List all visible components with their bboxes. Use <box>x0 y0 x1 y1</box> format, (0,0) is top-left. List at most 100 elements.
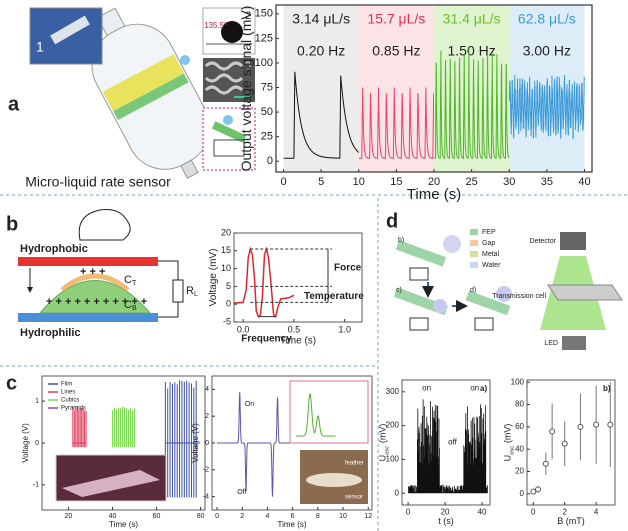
point <box>549 428 556 435</box>
chart-tag: b) <box>603 384 611 393</box>
point <box>535 486 541 493</box>
axis-label: Time (s) <box>277 520 306 529</box>
axis-label: t (s) <box>438 516 454 526</box>
subscript: T <box>132 280 137 287</box>
signal-trace <box>508 74 585 140</box>
optical-setup <box>540 232 623 350</box>
y-tick-label: 0 <box>35 440 39 447</box>
y-tick-label: 300 <box>386 387 400 396</box>
x-tick-label: 20 <box>65 513 73 520</box>
axis-label: Time (s) <box>407 186 461 203</box>
x-tick-label: 2 <box>562 507 567 516</box>
unit: (mV) <box>378 424 388 444</box>
annotation: Force <box>334 262 362 273</box>
point <box>530 488 537 495</box>
x-tick-label: 40 <box>578 176 590 188</box>
annotation: Off <box>237 489 246 496</box>
x-tick-label: 15 <box>390 176 402 188</box>
legend-label: Gap <box>482 240 495 247</box>
y-tick-label: 60 <box>515 422 524 431</box>
axis-label: Voltage (mV) <box>208 249 219 307</box>
x-tick-label: 2 <box>240 513 244 520</box>
legend-label: Pyramids <box>61 406 86 412</box>
x-tick-label: 35 <box>541 176 553 188</box>
legend-swatch <box>470 251 478 257</box>
resistor <box>172 279 184 303</box>
axis-label: Time (s) <box>280 336 316 347</box>
x-tick-label: 25 <box>465 176 477 188</box>
frequency-label: 0.85 Hz <box>372 43 420 59</box>
setup-label: Transmission cell <box>492 293 546 300</box>
x-tick-label: 80 <box>197 513 205 520</box>
texture <box>204 61 244 95</box>
wire <box>158 302 179 318</box>
y-tick-label: 200 <box>386 421 400 430</box>
inset-number: 1 <box>36 39 44 55</box>
x-tick-label: 0 <box>280 176 286 188</box>
layer-label: Hydrophilic <box>20 327 81 339</box>
y-tick-label: 20 <box>515 467 524 476</box>
band <box>102 54 184 112</box>
y-tick-label: 0 <box>226 299 231 309</box>
y-tick-label: -5 <box>223 316 231 326</box>
axis-label: Voltage (V) <box>191 423 200 463</box>
step-label: c) <box>396 287 402 294</box>
point <box>542 460 549 467</box>
annotation: off <box>448 438 458 447</box>
point <box>607 421 614 428</box>
x-tick-label: 20 <box>428 176 440 188</box>
capacitance-label: CT <box>124 274 137 287</box>
drop-image <box>221 21 243 43</box>
y-tick-label: 5 <box>226 281 231 291</box>
y-tick-label: 50 <box>261 106 273 118</box>
annotation: Temperature <box>304 291 364 302</box>
bottle <box>91 7 211 179</box>
band <box>113 73 189 120</box>
x-tick-label: 0 <box>406 507 411 516</box>
droplet-shade <box>60 273 130 292</box>
droplet <box>496 286 512 302</box>
y-tick-label: 100 <box>255 57 273 69</box>
bottom-layer <box>18 313 158 322</box>
top-layer <box>18 257 158 266</box>
droplet <box>223 115 233 125</box>
droplet <box>180 55 190 65</box>
symbol: C <box>124 274 132 286</box>
layer <box>211 121 247 143</box>
inset-number: 3 <box>245 60 251 72</box>
x-tick-label: 6 <box>291 513 295 520</box>
y-tick-label: 1 <box>35 398 39 405</box>
y-tick-label: 25 <box>261 131 273 143</box>
plate <box>465 290 511 316</box>
x-tick-label: 60 <box>153 513 161 520</box>
legend-label: Film <box>61 382 72 388</box>
x-tick-label: 5 <box>318 176 324 188</box>
voltage-trace <box>217 392 293 497</box>
axis-label: Uosc (mV) <box>503 424 515 462</box>
circuit <box>213 139 245 157</box>
y-tick-label: 0 <box>520 489 525 498</box>
legend-swatch <box>470 229 478 235</box>
x-tick-label: 4 <box>594 507 599 516</box>
axis-label: Time (s) <box>109 520 138 529</box>
panel-label: a <box>8 93 20 115</box>
step-label: d) <box>470 287 476 294</box>
annotation: feather <box>345 461 364 467</box>
cell <box>547 284 623 301</box>
subscript: osc <box>509 446 515 455</box>
legend-swatch <box>470 262 478 268</box>
symbol: C <box>124 299 132 311</box>
meter <box>474 317 494 331</box>
y-tick-label: 100 <box>511 377 525 386</box>
annotation: on <box>470 384 479 393</box>
layer-label: Hydrophobic <box>20 243 88 255</box>
x-tick-label: 8 <box>316 513 320 520</box>
y-tick-label: 40 <box>515 444 524 453</box>
legend-label: Metal <box>482 251 500 258</box>
symbol: R <box>186 285 194 297</box>
x-tick-label: 0 <box>531 507 536 516</box>
setup-label: LED <box>544 340 558 347</box>
y-tick-label: 125 <box>255 32 273 44</box>
x-tick-label: 10 <box>353 176 365 188</box>
